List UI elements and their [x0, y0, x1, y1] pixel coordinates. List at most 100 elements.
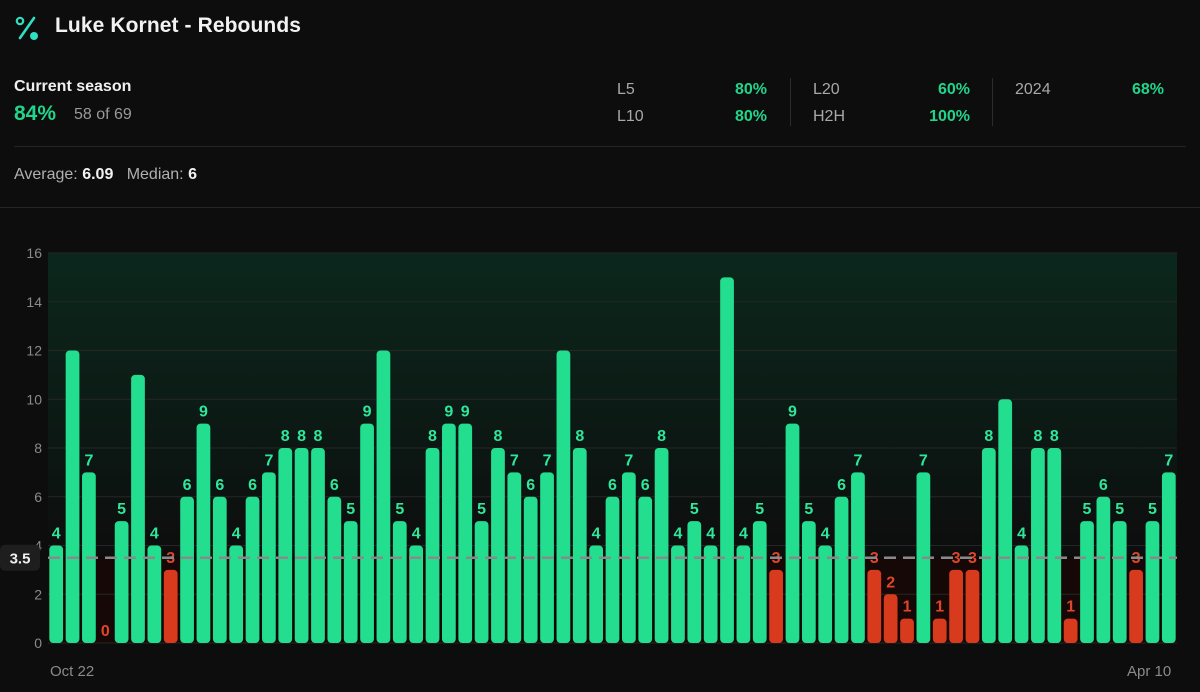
bar-value-label: 7 — [853, 452, 862, 469]
bar-value-label: 5 — [395, 501, 404, 518]
bar — [932, 618, 947, 643]
split-label-2024: 2024 — [1015, 81, 1051, 98]
average-label: Average: — [14, 166, 78, 183]
bar-value-label: 5 — [346, 501, 355, 518]
bar-value-label: 1 — [903, 599, 912, 616]
bar — [147, 545, 162, 643]
bar-value-label: 7 — [264, 452, 273, 469]
bar — [180, 496, 194, 643]
bar — [605, 496, 620, 643]
bar-value-label: 7 — [1164, 452, 1173, 469]
percent-icon — [15, 16, 38, 40]
bar-value-label: 4 — [739, 526, 748, 543]
bar — [294, 448, 309, 643]
bar — [900, 618, 914, 643]
bar — [474, 521, 489, 643]
bar — [114, 521, 129, 643]
bar — [720, 277, 734, 643]
divider — [0, 207, 1200, 208]
bar — [491, 448, 505, 643]
y-tick-label: 0 — [34, 635, 42, 651]
bar — [736, 545, 751, 643]
bar-value-label: 6 — [215, 477, 224, 494]
bar-value-label: 8 — [984, 428, 993, 445]
split-divider — [992, 78, 993, 126]
y-tick-label: 12 — [26, 343, 42, 359]
bar — [523, 496, 538, 643]
bar-value-label: 3 — [968, 550, 977, 567]
bar — [376, 350, 391, 643]
season-hit-count: 58 of 69 — [74, 106, 132, 123]
bar — [131, 374, 145, 643]
bar-value-label: 1 — [1066, 599, 1075, 616]
bar-value-label: 9 — [199, 404, 208, 421]
divider — [14, 146, 1186, 147]
bar — [703, 545, 718, 643]
bar-value-label: 4 — [232, 526, 241, 543]
bar-value-label: 6 — [526, 477, 535, 494]
bar-value-label: 7 — [543, 452, 552, 469]
bar-value-label: 5 — [117, 501, 126, 518]
bar — [752, 521, 767, 643]
bar — [360, 423, 374, 643]
season-label: Current season — [14, 78, 132, 95]
bar — [1080, 521, 1094, 643]
split-divider — [790, 78, 791, 126]
split-label-l10: L10 — [617, 108, 644, 125]
bar-value-label: 6 — [641, 477, 650, 494]
bar — [883, 594, 898, 643]
bar-value-label: 4 — [673, 526, 682, 543]
threshold-badge — [0, 544, 40, 571]
bar — [785, 423, 800, 643]
bar — [638, 496, 653, 643]
page-title: Luke Kornet - Rebounds — [55, 14, 302, 37]
bar-value-label: 5 — [804, 501, 813, 518]
bar — [343, 521, 358, 643]
bar — [572, 448, 587, 643]
bar — [654, 448, 669, 643]
bar — [245, 496, 260, 643]
bar-value-label: 7 — [919, 452, 928, 469]
bar-value-label: 2 — [886, 574, 895, 591]
bar-value-label: 8 — [281, 428, 290, 445]
bar-value-label: 5 — [1083, 501, 1092, 518]
bar — [458, 423, 473, 643]
bar-value-label: 8 — [297, 428, 306, 445]
season-hit-rate: 84% — [14, 102, 57, 125]
split-label-l5: L5 — [617, 81, 635, 98]
split-label-h2h: H2H — [813, 108, 846, 125]
bar — [998, 399, 1013, 643]
bar-value-label: 5 — [690, 501, 699, 518]
bar-value-label: 4 — [706, 526, 715, 543]
bar — [981, 448, 996, 643]
y-tick-label: 16 — [26, 245, 42, 261]
header: Luke Kornet - Rebounds — [0, 0, 1200, 60]
bar — [278, 448, 293, 643]
bar-value-label: 5 — [1148, 501, 1157, 518]
bar-value-label: 5 — [755, 501, 764, 518]
bar — [327, 496, 342, 643]
bar — [1129, 569, 1143, 643]
bar-value-label: 6 — [1099, 477, 1108, 494]
bar — [1145, 521, 1160, 643]
bar — [1096, 496, 1111, 643]
bar — [392, 521, 407, 643]
bar-value-label: 9 — [461, 404, 470, 421]
bar — [671, 545, 685, 643]
y-tick-label: 2 — [34, 586, 42, 602]
bar-value-label: 6 — [837, 477, 846, 494]
bar-value-label: 8 — [314, 428, 323, 445]
bar — [1031, 448, 1045, 643]
bar — [769, 569, 783, 643]
bar-value-label: 7 — [84, 452, 93, 469]
average-value: 6.09 — [82, 166, 114, 183]
y-tick-label: 6 — [34, 489, 42, 505]
bar — [65, 350, 80, 643]
bar-value-label: 5 — [477, 501, 486, 518]
bar-value-label: 4 — [52, 526, 61, 543]
bar-value-label: 8 — [494, 428, 503, 445]
bar — [1014, 545, 1029, 643]
averages-row: Average: 6.09 Median: 6 — [14, 166, 197, 184]
x-start-label: Oct 22 — [50, 663, 95, 680]
bar-value-label: 8 — [575, 428, 584, 445]
